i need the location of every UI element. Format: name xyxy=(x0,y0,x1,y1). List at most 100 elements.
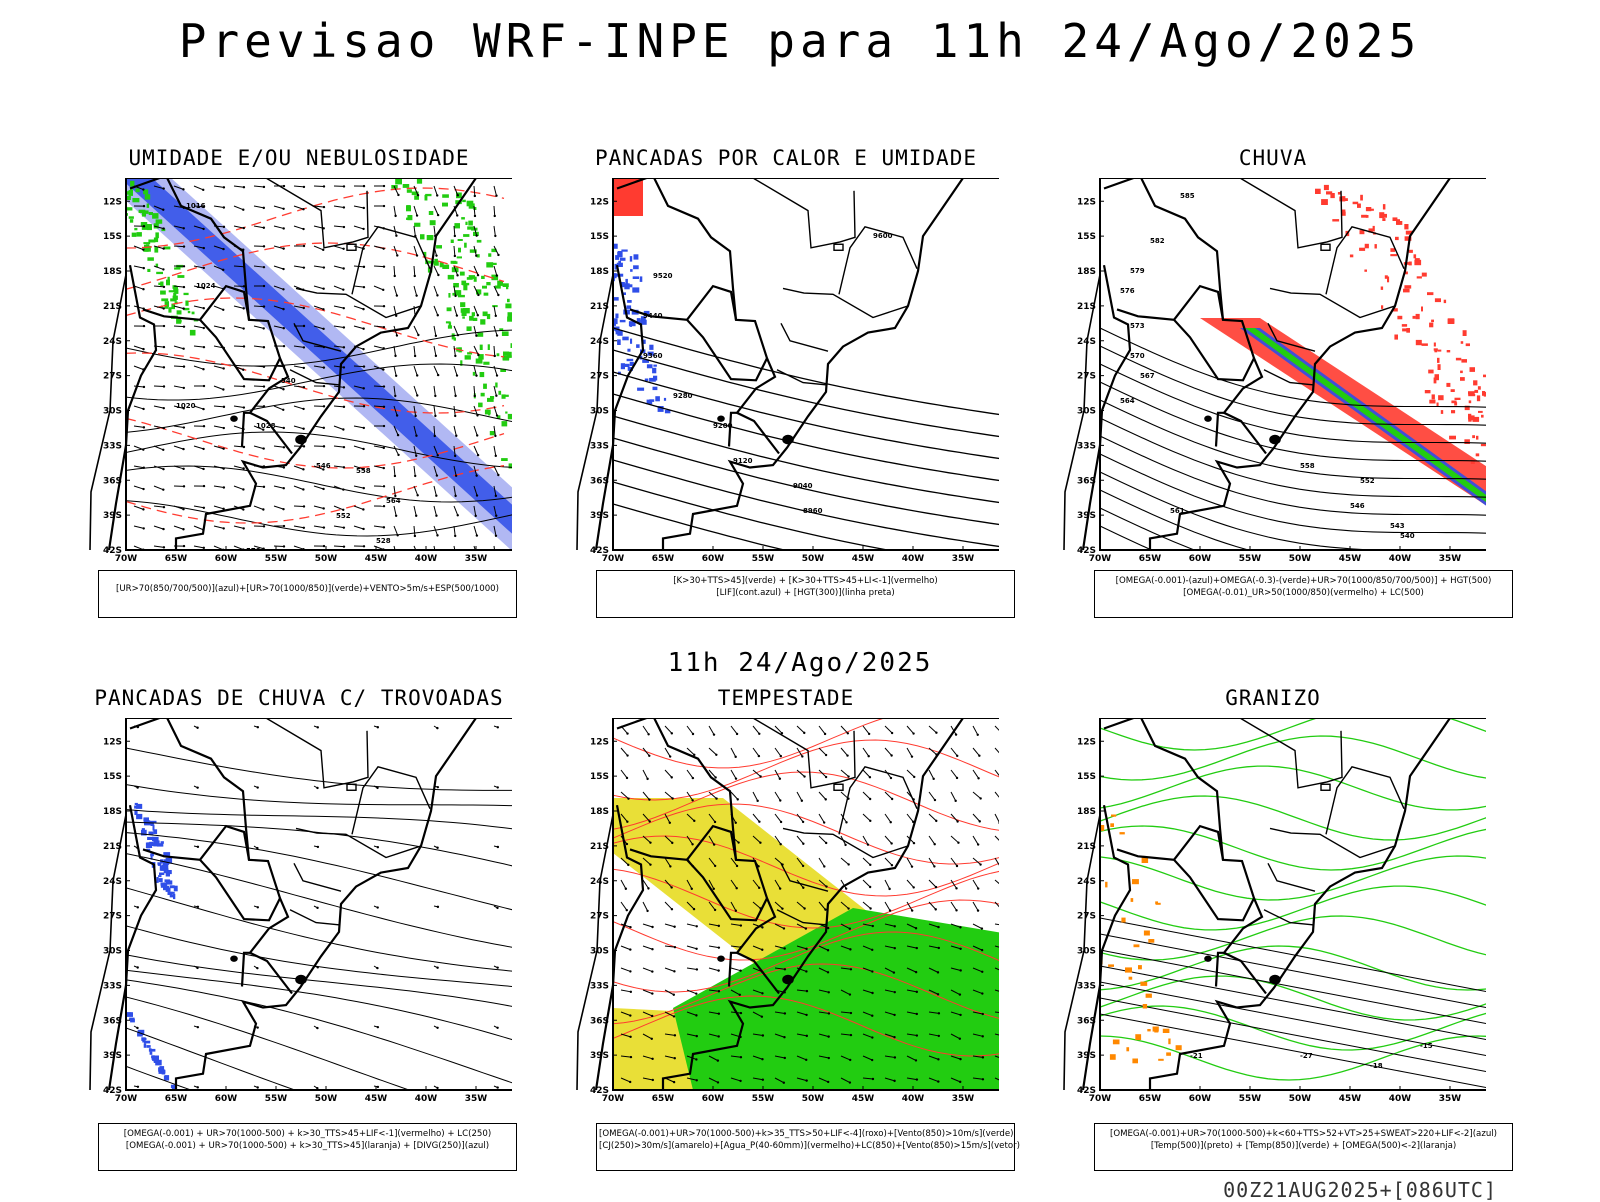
streamline-arrow-head xyxy=(377,846,379,848)
wind-vector-head xyxy=(938,1035,940,1037)
wind-vector-head xyxy=(802,821,804,823)
contour-label: 9040 xyxy=(793,482,813,490)
lat-tick-label: 24S xyxy=(1077,877,1096,887)
low-level-humidity xyxy=(173,293,176,297)
wind-vector-head xyxy=(494,435,496,437)
low-level-humidity xyxy=(467,326,472,331)
low-level-humidity xyxy=(507,317,512,322)
lat-tick-label: 12S xyxy=(1077,197,1096,207)
lon-tick-label: 65W xyxy=(1139,554,1162,564)
wind-vector-head xyxy=(758,821,760,823)
wind-vector-head xyxy=(282,388,284,390)
low-level-humidity xyxy=(467,201,474,207)
wind-vector-head xyxy=(912,732,914,734)
wind-vector-head xyxy=(739,969,741,971)
streamline-arrow-head xyxy=(257,906,259,908)
map-background xyxy=(613,178,999,550)
wind-vector-head xyxy=(827,971,829,973)
wind-vector-head xyxy=(779,778,781,780)
wind-vector-head xyxy=(283,466,285,468)
low-level-humidity xyxy=(497,353,500,356)
wind-vector-head xyxy=(454,235,456,237)
wind-vector-head xyxy=(911,909,913,911)
wind-vector-head xyxy=(343,326,345,328)
wind-vector-head xyxy=(630,1056,632,1058)
rain-red xyxy=(1447,350,1451,352)
contour-label: 567 xyxy=(1140,372,1155,380)
wind-vector-head xyxy=(223,327,225,329)
wind-vector-head xyxy=(474,215,476,217)
omega500-orange xyxy=(1135,1034,1141,1040)
streamline-arrow-head xyxy=(256,786,258,788)
low-level-humidity xyxy=(129,216,134,219)
wind-vector-head xyxy=(692,733,694,735)
lon-tick-label: 55W xyxy=(265,554,288,564)
wind-vector-head xyxy=(394,215,396,217)
wind-vector-head xyxy=(163,506,165,508)
wind-vector-head xyxy=(911,865,913,867)
panel-title: CHUVA xyxy=(1060,146,1486,170)
lon-tick-label: 65W xyxy=(1139,1094,1162,1104)
lif-contour xyxy=(617,339,621,345)
wind-vector-head xyxy=(696,1079,698,1081)
wind-vector-head xyxy=(282,268,284,270)
divergence-blue xyxy=(141,1037,145,1041)
low-level-humidity xyxy=(508,312,513,317)
wind-vector-head xyxy=(302,408,304,410)
divergence-blue xyxy=(129,1018,134,1021)
lif-contour xyxy=(620,320,626,322)
wind-vector-head xyxy=(282,288,284,290)
rain-red xyxy=(1360,195,1363,201)
wind-vector-head xyxy=(263,405,265,407)
streamline-arrow-head xyxy=(496,1027,498,1029)
wind-vector-head xyxy=(203,327,205,329)
wind-vector-head xyxy=(434,415,436,417)
rain-red xyxy=(1469,415,1474,420)
omega500-orange xyxy=(1092,935,1096,937)
wind-vector-head xyxy=(415,515,417,517)
wind-vector-head xyxy=(283,345,285,347)
wind-vector-head xyxy=(784,1057,786,1059)
rain-red xyxy=(1382,218,1385,221)
wind-vector-head xyxy=(869,776,871,778)
wind-vector-head xyxy=(455,555,457,557)
lat-tick-label: 33S xyxy=(590,441,609,451)
wind-vector-head xyxy=(436,534,438,536)
wind-vector-head xyxy=(395,375,397,377)
lif-contour xyxy=(621,250,627,252)
low-level-humidity xyxy=(154,238,158,243)
lon-tick-label: 45W xyxy=(1339,554,1362,564)
wind-vector-head xyxy=(651,1058,653,1060)
omega500-orange xyxy=(1144,931,1150,936)
map-heat-showers: 96009520944093609280920091209040896012S1… xyxy=(573,178,999,570)
lat-tick-label: 18S xyxy=(590,807,609,817)
wind-vector-head xyxy=(696,968,698,970)
wind-vector-head xyxy=(783,927,785,929)
low-level-humidity xyxy=(448,325,452,328)
wind-vector-head xyxy=(871,949,873,951)
lon-tick-label: 40W xyxy=(1389,1094,1412,1104)
omega500-orange xyxy=(1132,879,1139,884)
rain-red xyxy=(1460,377,1465,381)
lon-tick-label: 50W xyxy=(1289,554,1312,564)
contour-label: 9360 xyxy=(643,352,663,360)
low-level-humidity xyxy=(168,307,171,312)
low-level-humidity xyxy=(464,243,467,248)
wind-vector-head xyxy=(717,1035,719,1037)
omega500-orange xyxy=(1148,939,1154,943)
lon-tick-label: 65W xyxy=(165,1094,188,1104)
low-level-humidity xyxy=(480,345,483,350)
lon-tick-label: 60W xyxy=(1189,554,1212,564)
wind-vector-head xyxy=(850,968,852,970)
rain-red xyxy=(1409,250,1413,253)
legend-line: [LIF](cont.azul) + [HGT(300)](linha pret… xyxy=(599,587,1012,599)
wind-vector-head xyxy=(363,207,365,209)
streamline-arrow-head xyxy=(497,846,499,848)
wind-vector-head xyxy=(222,269,224,271)
wind-vector-head xyxy=(142,288,144,290)
omega500-orange xyxy=(1126,1047,1129,1051)
lake-mirim xyxy=(1270,976,1280,984)
wind-vector-head xyxy=(476,494,478,496)
